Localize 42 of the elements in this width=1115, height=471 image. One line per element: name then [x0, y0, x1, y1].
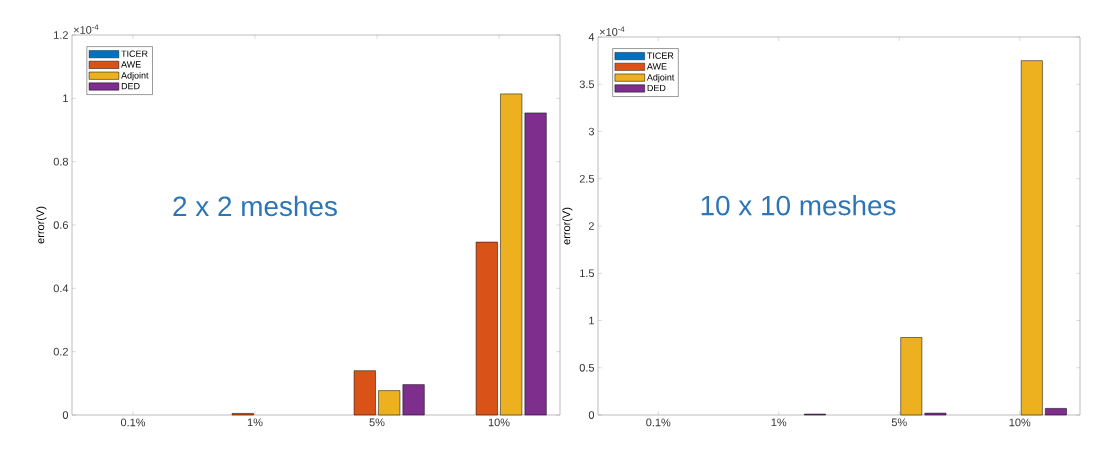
x-tick-label: 0.1%	[120, 418, 146, 427]
legend-label: DED	[647, 84, 666, 92]
legend-label: Adjoint	[646, 73, 675, 83]
y-tick-label: 3.5	[579, 80, 595, 89]
y-tick-label: 2.5	[579, 174, 595, 183]
y-tick-label: 0.6	[53, 221, 68, 229]
y-tick-label: 0	[62, 411, 69, 419]
annotation: 10 x 10 meshes	[701, 194, 896, 216]
legend-label: TICER	[121, 50, 148, 57]
legend-label: TICER	[647, 52, 674, 59]
bar	[353, 370, 376, 416]
legend-label: AWE	[121, 61, 141, 68]
x-tick-label: 10%	[488, 418, 510, 427]
text: ×10$^{-4}$	[73, 24, 99, 34]
y-tick-label: 1.5	[580, 269, 595, 278]
x-tick-label: 5%	[891, 418, 907, 427]
y-axis-title: error(V)	[36, 206, 47, 244]
bar	[475, 241, 498, 416]
y-tick-label: 0.5	[579, 363, 595, 372]
y-tick-label: 4	[588, 33, 595, 41]
x-tick-label: 10%	[1009, 418, 1031, 427]
bar	[1045, 408, 1067, 416]
y-tick-label: 0	[588, 411, 595, 419]
y-tick-label: 0.4	[53, 284, 69, 293]
x-tick-label: 5%	[369, 418, 385, 427]
y-tick-label: 1.2	[54, 31, 68, 39]
y-tick-label: 0.2	[53, 347, 68, 356]
y-tick-label: 0.8	[53, 157, 68, 166]
x-tick-label: 1%	[247, 418, 263, 427]
y-tick-label: 3	[588, 127, 594, 136]
y-tick-label: 1	[589, 316, 594, 325]
y-tick-label: 1	[63, 94, 68, 103]
y-tick-label: 2	[588, 222, 594, 230]
y-axis-title: error(V)	[562, 207, 573, 245]
x-tick-label: 1%	[771, 418, 787, 427]
annotation: 2 x 2 meshes	[173, 195, 337, 217]
legend-label: AWE	[646, 63, 667, 70]
legend-label: DED	[121, 82, 140, 90]
legend-label: Adjoint	[121, 71, 149, 81]
x-tick-label: 0.1%	[646, 418, 671, 427]
bar	[1020, 60, 1043, 416]
text: ×10$^{-4}$	[599, 26, 625, 36]
